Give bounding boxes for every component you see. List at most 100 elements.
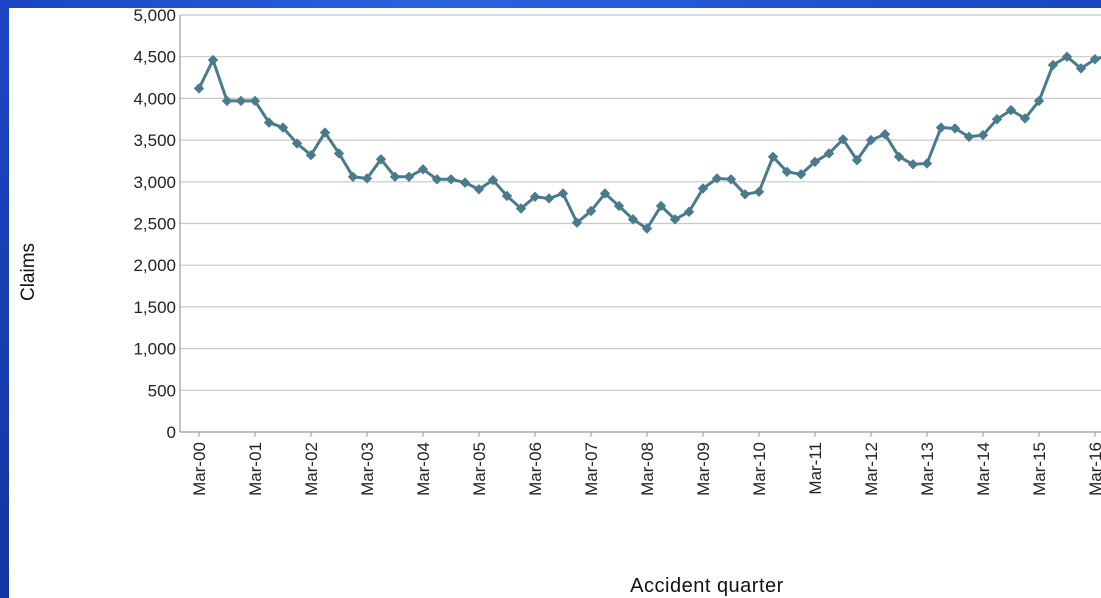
data-point [193, 83, 205, 94]
data-point [1047, 59, 1059, 71]
x-tick-label: Mar-04 [414, 442, 433, 496]
x-tick-label: Mar-03 [358, 442, 377, 496]
data-point [403, 171, 415, 182]
data-point [1033, 95, 1045, 107]
data-point [1019, 113, 1031, 124]
x-tick-label: Mar-16 [1086, 442, 1101, 496]
x-tick-label: Mar-09 [694, 442, 713, 496]
data-point [753, 186, 765, 198]
x-tick-labels: Mar-00 Mar-01 Mar-02 Mar-03 Mar-04 Mar-05 Mar-… [190, 432, 1101, 496]
data-point [865, 134, 877, 146]
data-point [291, 138, 303, 149]
y-tick-label: 2,500 [133, 215, 176, 234]
data-point [263, 117, 275, 128]
x-tick-label: Mar-10 [750, 442, 769, 496]
data-point [837, 134, 849, 145]
data-point [221, 95, 233, 107]
data-point [557, 188, 569, 199]
x-tick-label: Mar-15 [1030, 442, 1049, 496]
x-tick-label: Mar-13 [918, 442, 937, 496]
data-point [977, 129, 989, 141]
y-tick-label: 1,500 [133, 298, 176, 317]
data-point [571, 217, 583, 228]
y-axis-title: Claims [18, 243, 39, 301]
data-point [543, 193, 555, 204]
data-point [207, 54, 219, 66]
y-tick-label: 4,500 [133, 48, 176, 67]
y-tick-label: 1,000 [133, 340, 176, 359]
data-point [781, 166, 793, 177]
data-point [893, 151, 905, 162]
data-point [921, 158, 933, 169]
data-point [655, 200, 667, 212]
data-point [333, 148, 345, 159]
data-point [725, 174, 737, 185]
series-line [197, 55, 1101, 230]
data-point [711, 173, 723, 184]
data-point [641, 223, 653, 234]
data-point [515, 203, 527, 214]
y-tick-labels: 0 500 1,000 1,500 2,000 2,500 3,000 3,500 4,000 4… [133, 6, 176, 442]
data-point [431, 174, 443, 185]
x-axis-title: Accident quarter [630, 575, 784, 597]
data-point [627, 214, 639, 225]
data-point [1089, 54, 1101, 65]
data-point [585, 205, 597, 217]
x-tick-label: Mar-08 [638, 442, 657, 496]
top-frame-strip [0, 0, 1101, 8]
data-point [1061, 51, 1073, 62]
x-tick-label: Mar-12 [862, 442, 881, 496]
data-point [501, 190, 513, 202]
data-point [235, 95, 247, 107]
data-point [613, 200, 625, 212]
series [193, 51, 1101, 234]
data-point [991, 114, 1003, 125]
data-point [809, 156, 821, 167]
y-tick-label: 3,000 [133, 173, 176, 192]
data-point [305, 149, 317, 161]
data-point [669, 214, 681, 225]
x-tick-label: Mar-06 [526, 442, 545, 496]
data-point [907, 159, 919, 170]
data-point [949, 123, 961, 134]
data-point [389, 171, 401, 182]
data-point [249, 95, 261, 107]
x-tick-label: Mar-01 [246, 442, 265, 496]
data-point [879, 129, 891, 140]
data-point [599, 188, 611, 199]
x-tick-label: Mar-14 [974, 442, 993, 496]
x-tick-label: Mar-11 [806, 442, 825, 495]
data-point [319, 127, 331, 138]
y-tick-label: 3,500 [133, 131, 176, 150]
gridlines [179, 14, 1101, 433]
data-point [529, 191, 541, 203]
y-tick-label: 5,000 [133, 6, 176, 25]
data-point [739, 189, 751, 200]
y-tick-label: 0 [167, 423, 176, 442]
data-point [277, 122, 289, 133]
x-tick-label: Mar-05 [470, 442, 489, 496]
data-point [1075, 63, 1087, 74]
data-point [487, 174, 499, 186]
data-point [361, 173, 373, 184]
x-tick-label: Mar-02 [302, 442, 321, 496]
left-frame-strip [0, 0, 9, 598]
data-point [417, 164, 429, 175]
x-tick-label: Mar-00 [190, 442, 209, 496]
data-point [473, 184, 485, 195]
data-point [823, 148, 835, 159]
data-point [767, 151, 779, 162]
data-point [347, 171, 359, 182]
y-tick-label: 4,000 [133, 89, 176, 108]
data-point [963, 131, 975, 142]
data-point [375, 154, 387, 165]
data-point [697, 183, 709, 194]
data-point [459, 177, 471, 188]
data-point [1005, 104, 1017, 116]
data-point [795, 169, 807, 180]
x-tick-label: Mar-07 [582, 442, 601, 496]
data-point [851, 154, 863, 166]
y-tick-label: 500 [148, 381, 176, 400]
data-point [683, 206, 695, 218]
